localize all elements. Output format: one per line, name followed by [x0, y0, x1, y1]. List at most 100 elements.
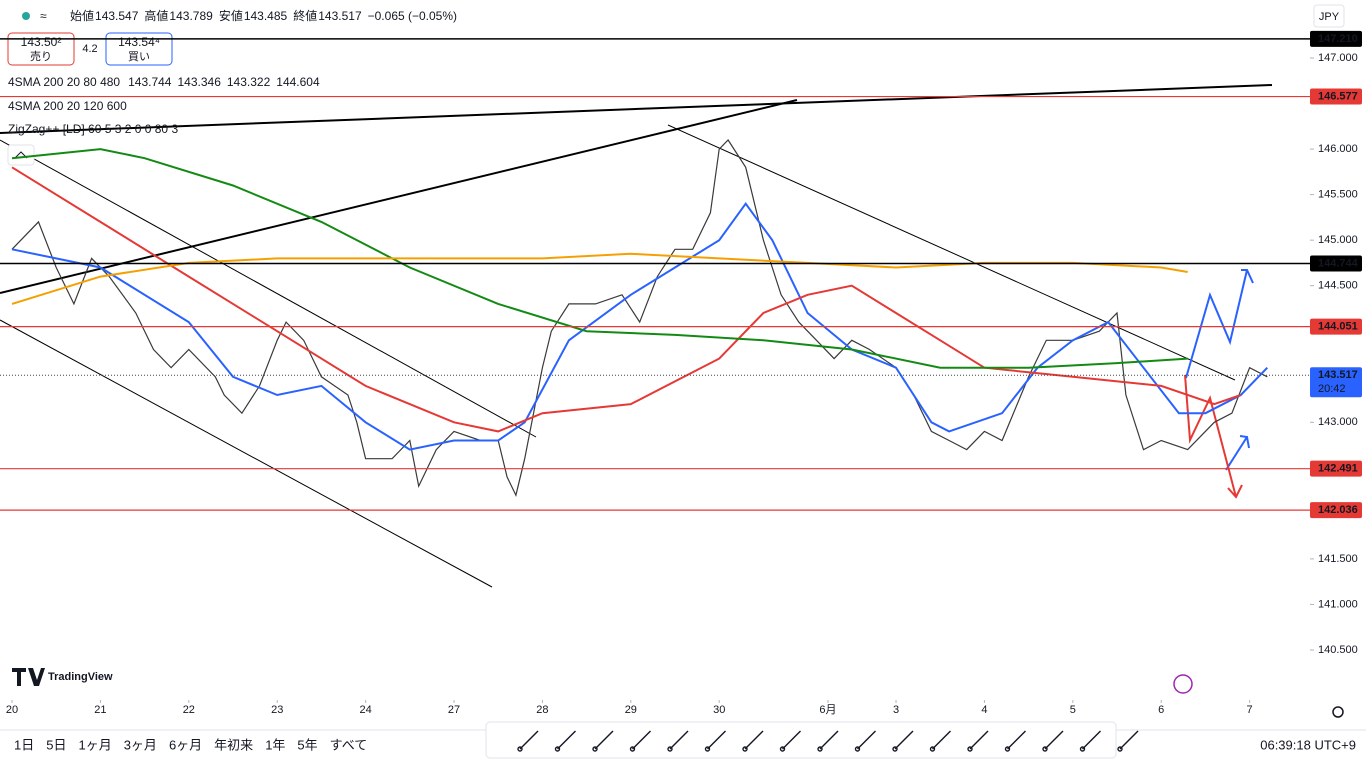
level-label: 142.036: [1318, 504, 1358, 516]
countdown: 20:42: [1318, 383, 1346, 395]
series-line: [11, 139, 1268, 497]
tool-icon[interactable]: [1119, 730, 1139, 750]
arrow-up: [1225, 436, 1248, 471]
buy-label: 買い: [128, 50, 150, 63]
period-button[interactable]: 1ヶ月: [78, 737, 111, 752]
series-line: [11, 202, 1269, 451]
ohlc-close: 143.517: [318, 9, 362, 23]
collapse-button[interactable]: [7, 144, 35, 166]
last-price-tag: [1310, 367, 1362, 398]
last-price-label: 143.517: [1318, 369, 1358, 381]
period-button[interactable]: 年初来: [214, 737, 253, 752]
period-button[interactable]: 1日: [14, 737, 34, 752]
tools: [517, 730, 1139, 752]
level-tag: [1310, 502, 1362, 519]
series-line: [11, 148, 1188, 369]
buy-button[interactable]: [105, 32, 173, 66]
tool-handle: [1042, 746, 1048, 752]
ohlc-change: −0.065 (−0.05%): [368, 9, 457, 23]
tool-handle: [554, 746, 561, 752]
trend-line: [667, 124, 1236, 381]
y-tick-label: 141.000: [1318, 598, 1358, 610]
level-tag: [1310, 255, 1362, 272]
logo-mark: [12, 668, 45, 686]
tool-icon[interactable]: [1044, 730, 1064, 750]
period-button[interactable]: すべて: [330, 737, 368, 752]
y-tick-label: 145.000: [1318, 234, 1358, 246]
tool-handle: [517, 746, 523, 752]
tool-icon[interactable]: [707, 730, 726, 750]
arrow-up: [1185, 269, 1248, 379]
indicator: ZigZag++ [LD] 60 5 3 2 0 0 80 3: [8, 122, 178, 136]
x-tick-label: 6: [1158, 704, 1164, 716]
currency-button[interactable]: [1313, 4, 1345, 28]
currency: JPY: [1319, 11, 1340, 23]
arrow-head: [1241, 269, 1254, 284]
tool-icon[interactable]: [894, 730, 914, 750]
tool-icon[interactable]: [519, 730, 539, 750]
x-tick-label: 3: [893, 704, 899, 716]
price-axis-bg: [1310, 0, 1366, 700]
indicator-value: 143.744: [128, 75, 172, 89]
clock: 06:39:18 UTC+9: [1260, 737, 1356, 752]
tool-handle: [967, 746, 973, 752]
tool-icon[interactable]: [857, 730, 876, 750]
tool-icon[interactable]: [557, 730, 576, 750]
period-button[interactable]: 6ヶ月: [169, 737, 202, 752]
x-tick-label: 4: [981, 704, 987, 716]
tool-icon[interactable]: [782, 730, 801, 750]
level-tag: [1310, 318, 1362, 335]
period-button[interactable]: 5年: [297, 737, 317, 752]
x-tick-label: 20: [6, 704, 18, 716]
y-tick-label: 146.000: [1318, 143, 1358, 155]
tool-icon[interactable]: [969, 730, 989, 750]
tool-handle: [592, 746, 598, 752]
x-tick-label: 27: [448, 704, 460, 716]
level-label: 147.210: [1318, 33, 1358, 45]
tool-icon[interactable]: [594, 730, 614, 750]
level-label: 144.744: [1318, 257, 1359, 269]
sell-price: 143.50²: [21, 35, 62, 49]
x-tick-label: 29: [625, 704, 637, 716]
indicator: 4SMA 200 20 80 480: [8, 75, 120, 89]
tool-icon[interactable]: [669, 730, 689, 750]
period-button[interactable]: 1年: [265, 737, 285, 752]
indicator: 4SMA 200 20 120 600: [8, 99, 127, 113]
y-tick-label: 140.500: [1318, 644, 1358, 656]
tool-handle: [817, 746, 823, 752]
tool-handle: [629, 746, 636, 752]
tool-icon[interactable]: [632, 730, 651, 750]
tool-icon[interactable]: [1007, 730, 1026, 750]
x-tick-label: 23: [271, 704, 283, 716]
ohlc-high-label: 高値: [144, 8, 168, 23]
tool-icon[interactable]: [819, 730, 839, 750]
y-tick-label: 141.500: [1318, 553, 1358, 565]
ohlc-open-label: 始値: [70, 8, 94, 23]
logo: TradingView: [48, 671, 113, 683]
trend-line: [0, 99, 798, 294]
alert-icon[interactable]: [1173, 674, 1193, 694]
drawing-toolbar: [485, 721, 1117, 759]
periods: 1日 5日 1ヶ月 3ヶ月 6ヶ月 年初来 1年 5年 すべて: [14, 737, 367, 752]
period-button[interactable]: 5日: [46, 737, 66, 752]
tool-handle: [1117, 746, 1123, 752]
ohlc-low: 143.485: [244, 9, 288, 23]
tool-icon[interactable]: [932, 730, 951, 750]
indicator-values: 143.744 143.346 143.322 144.604: [128, 75, 320, 89]
tool-handle: [779, 746, 786, 752]
settings-icon[interactable]: [1332, 706, 1344, 718]
y-tick-label: 147.000: [1318, 52, 1358, 64]
level-label: 144.051: [1318, 321, 1358, 333]
level-tag: [1310, 30, 1362, 47]
sell-button[interactable]: [7, 32, 75, 66]
tool-handle: [1004, 746, 1011, 752]
tool-icon[interactable]: [744, 730, 764, 750]
x-tick-label: 6月: [819, 704, 836, 716]
tool-icon[interactable]: [1082, 730, 1101, 750]
series-line: [11, 166, 1242, 433]
level-label: 142.491: [1318, 463, 1358, 475]
period-button[interactable]: 3ヶ月: [124, 737, 157, 752]
indicator-value: 144.604: [276, 75, 320, 89]
